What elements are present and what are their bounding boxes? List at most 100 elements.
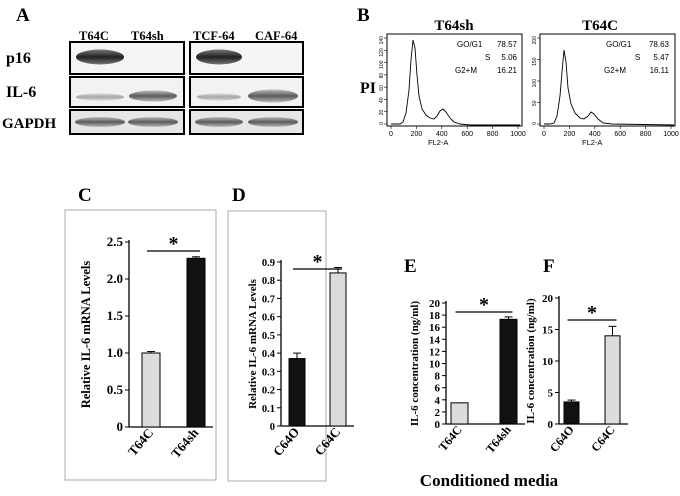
- y-tick-label: 14: [429, 334, 441, 346]
- category-label: T64C: [125, 425, 156, 458]
- blot-strip-il6-right: [189, 76, 304, 108]
- y-tick-label: 0.1: [262, 404, 275, 415]
- lane-label-caf64: CAF-64: [255, 29, 298, 43]
- flow-x-tick-label: 200: [411, 131, 423, 138]
- y-tick-label: 16: [429, 322, 441, 334]
- flow-y-tick-label: 50: [532, 100, 538, 106]
- flow-x-tick-label: 800: [487, 131, 499, 138]
- y-tick-label: 0.7: [262, 294, 275, 305]
- y-tick-label: 4: [435, 395, 441, 407]
- band: [75, 117, 125, 127]
- panel-letter-d: D: [232, 185, 246, 206]
- flow-title-t64c: T64C: [582, 18, 618, 34]
- bar-t64sh: [499, 318, 518, 425]
- category-label: C64C: [588, 423, 618, 454]
- category-label: T64sh: [168, 425, 202, 461]
- y-tick-label: 0.2: [262, 386, 275, 397]
- flow-y-tick-label: 120: [379, 48, 385, 57]
- flow-side-label: PI: [360, 80, 376, 97]
- flow-stat-value: 78.57: [497, 40, 518, 49]
- y-axis-label: IL-6 concentration (ng/ml): [409, 301, 421, 427]
- category-label: T64sh: [483, 423, 514, 456]
- flow-y-tick-label: 40: [379, 97, 385, 103]
- band: [76, 49, 124, 65]
- flow-title-t64sh: T64sh: [434, 18, 474, 34]
- panel-c-frame: [64, 209, 217, 481]
- blot-strip-il6-left: [69, 76, 185, 108]
- y-tick-label: 1.5: [107, 308, 124, 323]
- flow-x-tick-label: 400: [589, 131, 601, 138]
- panel-d-frame: [227, 210, 327, 482]
- flow-x-tick-label: 800: [640, 131, 652, 138]
- category-label: C64C: [311, 424, 343, 458]
- blot-strip-p16-left: [69, 41, 185, 75]
- flow-x-tick-label: 1000: [510, 131, 526, 138]
- band: [248, 117, 298, 127]
- flow-y-tick-label: 140: [379, 36, 385, 45]
- row-label-il6: IL-6: [6, 84, 36, 101]
- band: [197, 93, 241, 101]
- flow-stat-phase: S: [635, 53, 640, 62]
- bar-c64c: [604, 335, 621, 425]
- y-tick-label: 18: [429, 310, 441, 322]
- flow-stat-value: 78.63: [649, 40, 670, 49]
- flow-stat-phase: GO/G1: [457, 40, 483, 49]
- flow-x-axis-label: FL2-A: [428, 138, 448, 147]
- panel-letter-b: B: [357, 5, 370, 26]
- flow-stat-phase: G2+M: [455, 66, 477, 75]
- lane-label-tcf64: TCF-64: [193, 29, 235, 43]
- y-axis-label: IL-6 concentration (ng/ml): [525, 298, 537, 424]
- y-tick-label: 0.4: [262, 349, 276, 360]
- flow-histogram-curve: [391, 39, 520, 126]
- lane-label-t64sh: T64sh: [131, 29, 164, 43]
- y-tick-label: 0: [117, 419, 124, 434]
- y-tick-label: 2: [435, 407, 441, 419]
- y-axis-label: Relative IL-6 mRNA Levels: [79, 261, 93, 409]
- bar-c64o: [288, 358, 306, 427]
- flow-y-tick-label: 100: [532, 79, 538, 88]
- row-label-p16: p16: [6, 50, 31, 67]
- flow-stat-value: 5.06: [501, 53, 517, 62]
- flow-y-tick-label: 0: [379, 122, 385, 125]
- flow-x-axis-label: FL2-A: [582, 138, 602, 147]
- flow-y-tick-label: 100: [379, 60, 385, 69]
- y-tick-label: 10: [542, 356, 554, 368]
- bar-t64c: [450, 402, 469, 425]
- flow-histogram-t64c: T64C 200 150 100 50 0 GO/G1 78.63 S 5.47 G2+…: [532, 18, 679, 147]
- y-tick-label: 0.5: [262, 331, 275, 342]
- flow-histogram-curve: [544, 49, 675, 126]
- y-tick-label: 6: [435, 383, 441, 395]
- y-tick-label: 1.0: [107, 345, 123, 360]
- y-tick-label: 0.8: [262, 276, 275, 287]
- flow-y-tick-label: 150: [532, 57, 538, 66]
- flow-frame: [539, 33, 676, 127]
- flow-stat-phase: G2+M: [604, 66, 626, 75]
- significance-star: *: [313, 251, 323, 273]
- band: [129, 90, 177, 102]
- flow-x-tick-label: 600: [614, 131, 626, 138]
- y-tick-label: 0: [548, 419, 554, 431]
- flow-x-tick-label: 0: [389, 131, 393, 138]
- panel-letter-a: A: [16, 5, 30, 26]
- flow-y-tick-label: 20: [379, 109, 385, 115]
- blot-strip-gapdh-right: [189, 109, 304, 135]
- significance-star: *: [479, 294, 489, 316]
- flow-x-tick-label: 0: [542, 131, 546, 138]
- y-tick-label: 5: [548, 388, 554, 400]
- y-tick-label: 8: [435, 371, 441, 383]
- blot-strip-p16-right: [189, 41, 304, 75]
- y-tick-label: 12: [429, 346, 441, 358]
- y-tick-label: 0.3: [262, 367, 275, 378]
- flow-stat-phase: GO/G1: [606, 40, 632, 49]
- y-tick-label: 20: [542, 293, 554, 305]
- flow-x-tick-label: 400: [436, 131, 448, 138]
- flow-y-tick-label: 0: [532, 122, 538, 125]
- flow-stat-value: 5.47: [653, 53, 669, 62]
- y-axis-label: Relative IL-6 mRNA Levels: [247, 278, 259, 409]
- band: [195, 117, 243, 127]
- y-tick-label: 2.0: [107, 271, 123, 286]
- flow-stat-value: 16.21: [497, 66, 518, 75]
- y-tick-label: 10: [429, 359, 441, 371]
- band: [128, 117, 178, 127]
